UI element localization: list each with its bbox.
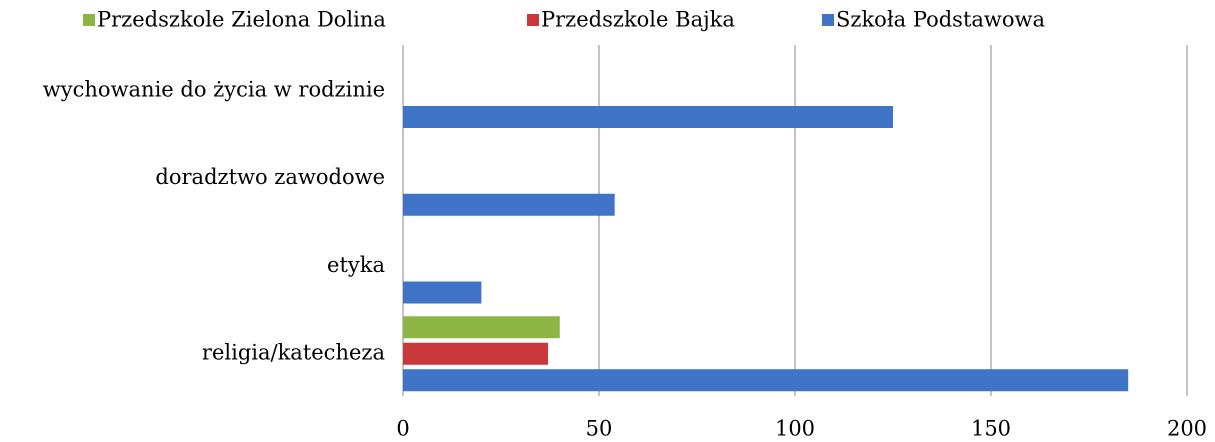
- legend-swatch: [83, 14, 95, 26]
- x-tick-label: 150: [971, 417, 1011, 441]
- bar: [403, 193, 615, 216]
- legend-swatch: [527, 14, 539, 26]
- bar: [403, 369, 1129, 392]
- legend-label: Przedszkole Bajka: [541, 8, 735, 32]
- y-tick-label: doradztwo zawodowe: [155, 165, 385, 189]
- bar: [403, 281, 482, 304]
- y-tick-label: etyka: [327, 253, 385, 277]
- legend-label: Przedszkole Zielona Dolina: [97, 8, 386, 32]
- legend-swatch: [822, 14, 834, 26]
- x-tick-label: 50: [586, 417, 613, 441]
- bar: [403, 342, 549, 365]
- bar: [403, 106, 893, 128]
- y-tick-label: wychowanie do życia w rodzinie: [43, 77, 385, 101]
- bar: [403, 316, 560, 339]
- x-tick-label: 100: [775, 417, 815, 441]
- x-tick-label: 0: [396, 417, 409, 441]
- x-tick-label: 200: [1167, 417, 1207, 441]
- y-tick-label: religia/katecheza: [202, 341, 385, 365]
- legend-label: Szkoła Podstawowa: [836, 8, 1045, 32]
